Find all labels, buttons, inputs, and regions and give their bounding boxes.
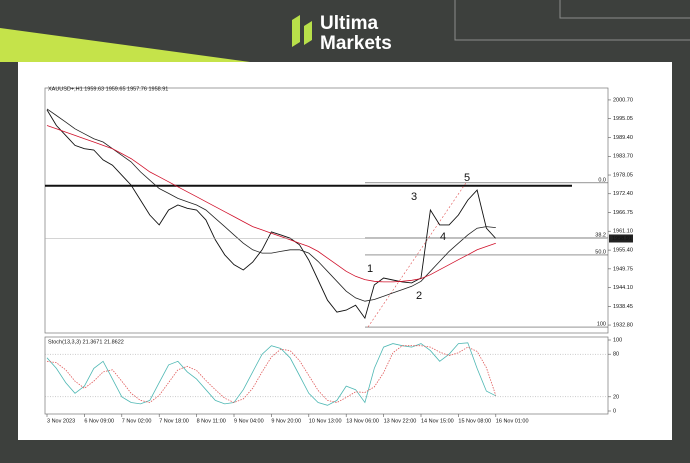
- wave-label: 5: [464, 172, 470, 184]
- price-panel: [44, 87, 609, 334]
- stoch-panel: [44, 336, 609, 415]
- y-tick-label: 1972.40: [613, 191, 633, 197]
- plot: XAUUSD+,H1 1959.63 1959.65 1957.76 1958.…: [45, 86, 633, 424]
- logo-icon: [292, 15, 300, 47]
- x-tick-label: 7 Nov 18:00: [159, 418, 189, 424]
- x-tick-label: 8 Nov 11:00: [197, 418, 226, 424]
- y-tick-label: 1961.10: [613, 229, 633, 235]
- wave-label: 4: [440, 231, 446, 243]
- fib-label: 0.0: [598, 177, 606, 183]
- last-price-box: [609, 234, 633, 243]
- y-tick-label: 1932.80: [613, 322, 633, 328]
- x-tick-label: 9 Nov 04:00: [234, 418, 264, 424]
- decor-line: [559, 0, 690, 19]
- y-tick-label: 20: [613, 394, 619, 400]
- series-line: [46, 109, 497, 320]
- series-line: [46, 125, 496, 283]
- last-price-label: 1958.91: [612, 236, 632, 242]
- fib-label: 50.0: [595, 249, 606, 255]
- x-tick-label: 6 Nov 09:00: [84, 418, 114, 424]
- y-tick-label: 2000.70: [613, 97, 633, 103]
- y-tick-label: 80: [613, 352, 619, 358]
- fib-label: 100: [597, 321, 606, 327]
- x-tick-label: 9 Nov 20:00: [271, 418, 301, 424]
- accent-band: [0, 28, 250, 62]
- wave-label: 2: [416, 290, 422, 302]
- card: [18, 62, 672, 440]
- y-tick-label: 1966.75: [613, 210, 633, 216]
- y-tick-label: 1944.10: [613, 285, 633, 291]
- wave-label: 1: [367, 263, 373, 275]
- y-tick-label: 1995.05: [613, 116, 633, 122]
- y-tick-label: 1983.70: [613, 154, 633, 160]
- x-tick-label: 15 Nov 08:00: [458, 418, 491, 424]
- x-tick-label: 13 Nov 22:00: [384, 418, 417, 424]
- x-tick-label: 10 Nov 13:00: [309, 418, 342, 424]
- wave-label: 3: [411, 191, 417, 203]
- panel-title: XAUUSD+,H1 1959.63 1959.65 1957.76 1958.…: [48, 86, 168, 92]
- fib-label: 38.2: [595, 232, 606, 238]
- brand-name: Markets: [320, 33, 392, 54]
- y-tick-label: 1938.45: [613, 304, 633, 310]
- y-tick-label: 1949.75: [613, 266, 633, 272]
- fib-trend: [367, 182, 467, 328]
- y-tick-label: 0: [613, 408, 616, 414]
- panel-title: Stoch(13,3,3) 21.3671 21.8622: [48, 339, 124, 345]
- series-line: [46, 342, 496, 406]
- brand-name: Ultima: [320, 13, 379, 34]
- y-tick-label: 100: [613, 337, 622, 343]
- y-tick-label: 1989.40: [613, 135, 633, 141]
- series-line: [46, 108, 496, 302]
- x-tick-label: 14 Nov 15:00: [421, 418, 454, 424]
- decor-line: [454, 0, 690, 41]
- x-tick-label: 16 Nov 01:00: [496, 418, 529, 424]
- x-tick-label: 7 Nov 02:00: [122, 418, 152, 424]
- logo-icon: [304, 21, 312, 45]
- x-tick-label: 13 Nov 06:00: [346, 418, 379, 424]
- x-tick-label: 3 Nov 2023: [47, 418, 75, 424]
- y-tick-label: 1955.40: [613, 248, 633, 254]
- y-tick-label: 1978.05: [613, 172, 633, 178]
